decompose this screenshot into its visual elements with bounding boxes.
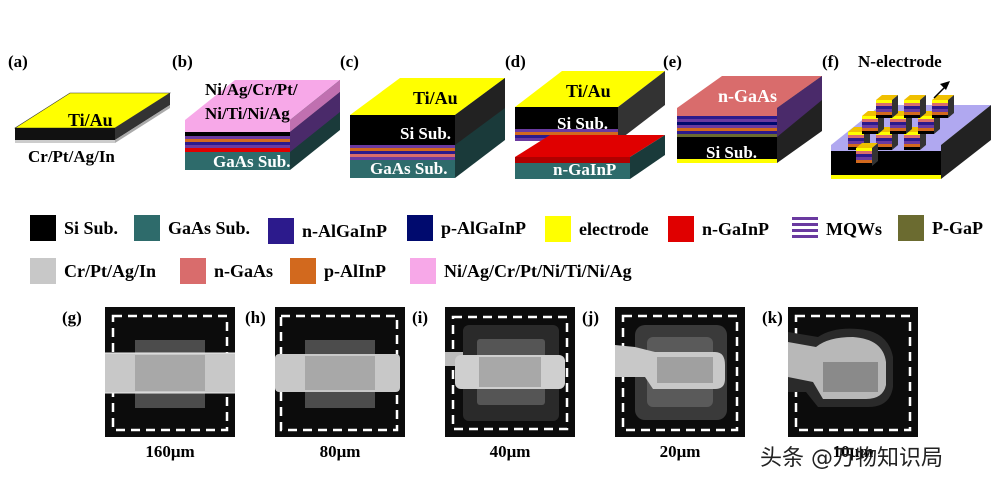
panel-label-g: (g)	[62, 308, 82, 327]
legend-swatch	[898, 215, 924, 241]
panel-c-top-text: Ti/Au	[413, 88, 458, 108]
mqws-swatch	[792, 217, 818, 238]
panel-f-callout: N-electrode	[858, 52, 942, 71]
panel-label-e: (e)	[663, 52, 682, 71]
panel-label-b: (b)	[172, 52, 193, 71]
panel-a-bottom-text: Cr/Pt/Ag/In	[28, 147, 115, 166]
legend-swatch	[545, 216, 571, 242]
legend-swatch	[30, 215, 56, 241]
panel-c-bottom-text: GaAs Sub.	[370, 159, 448, 178]
led-pillar	[856, 143, 878, 166]
sem-caption-20um: 20μm	[659, 442, 701, 461]
panel-label-c: (c)	[340, 52, 359, 71]
panel-label-a: (a)	[8, 52, 28, 71]
panel-c-schematic	[350, 78, 505, 178]
sem-caption-40um: 40μm	[489, 442, 531, 461]
legend-swatch	[290, 258, 316, 284]
panel-label-h: (h)	[245, 308, 266, 327]
panel-e-bottom-text: Si Sub.	[706, 143, 758, 162]
sem-caption-80um: 80μm	[319, 442, 361, 461]
sem-caption-10um: 10μm	[832, 442, 874, 461]
panel-label-f: (f)	[822, 52, 839, 71]
legend-swatch	[134, 215, 160, 241]
panel-d-top-text: Ti/Au	[566, 81, 611, 101]
panel-b-top-line2: Ni/Ti/Ni/Ag	[205, 104, 290, 123]
panel-b-schematic	[185, 80, 340, 170]
panel-d-mid-text: Si Sub.	[557, 114, 609, 133]
panel-e-top-text: n-GaAs	[718, 86, 778, 106]
legend-swatch	[668, 216, 694, 242]
panel-c-mid-text: Si Sub.	[400, 124, 452, 143]
legend-swatch	[407, 215, 433, 241]
panel-e-schematic	[677, 76, 822, 163]
sem-image-160um	[105, 307, 235, 437]
panel-f-schematic	[831, 81, 991, 179]
panel-b-top-line1: Ni/Ag/Cr/Pt/	[205, 80, 298, 99]
sem-image-40um	[445, 307, 575, 437]
panel-a-top-text: Ti/Au	[68, 110, 113, 130]
sem-caption-160um: 160μm	[145, 442, 195, 461]
led-pillar	[876, 95, 898, 118]
panel-label-d: (d)	[505, 52, 526, 71]
panel-b-bottom-text: GaAs Sub.	[213, 152, 291, 171]
panel-label-j: (j)	[582, 308, 599, 327]
panel-label-k: (k)	[762, 308, 783, 327]
panel-a-schematic	[13, 92, 172, 143]
legend-swatch	[268, 218, 294, 244]
panel-label-i: (i)	[412, 308, 429, 327]
led-pillars	[848, 95, 954, 166]
panel-d-bottom-text: n-GaInP	[553, 160, 617, 179]
sem-image-80um	[275, 307, 405, 437]
led-pillar	[904, 95, 926, 118]
legend-swatch	[30, 258, 56, 284]
sem-image-10um	[788, 307, 918, 437]
legend-swatch	[410, 258, 436, 284]
led-pillar	[932, 95, 954, 118]
panel-d-schematic	[515, 71, 665, 179]
sem-image-20um	[615, 307, 745, 437]
watermark-text: 头条 @万物知识局	[760, 446, 943, 471]
legend-swatch	[180, 258, 206, 284]
